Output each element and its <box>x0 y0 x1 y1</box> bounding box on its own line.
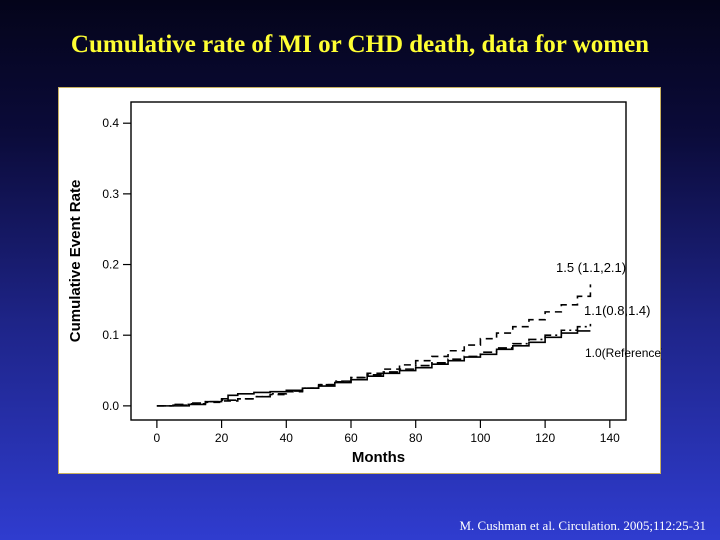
x-tick-label: 80 <box>409 431 423 445</box>
x-tick-label: 40 <box>280 431 294 445</box>
y-tick-label: 0.4 <box>102 116 119 130</box>
x-tick-label: 20 <box>215 431 229 445</box>
citation: M. Cushman et al. Circulation. 2005;112:… <box>459 518 707 533</box>
series-label-2: 1.1(0.8,1.4) <box>584 303 651 318</box>
y-tick-label: 0.2 <box>102 258 119 272</box>
km-chart: 0 20 40 60 80 100 120 140 0.0 0.1 0.2 0.3 0.4 Months C… <box>67 101 662 466</box>
chart-frame: 0 20 40 60 80 100 120 140 0.0 0.1 0.2 0.3 0.4 Months C… <box>58 87 662 474</box>
x-axis-label: Months <box>352 449 405 466</box>
x-tick-label: 140 <box>600 431 620 445</box>
x-tick-label: 60 <box>344 431 358 445</box>
series-label-1: 1.0(Reference) <box>585 346 662 360</box>
x-tick-label: 0 <box>154 431 161 445</box>
plot-box <box>130 101 627 421</box>
y-tick-label: 0.1 <box>102 328 119 342</box>
y-tick-label: 0.0 <box>102 399 119 413</box>
y-tick-label: 0.3 <box>102 187 119 201</box>
y-axis-label: Cumulative Event Rate <box>67 180 84 343</box>
slide-title: Cumulative rate of MI or CHD death, data… <box>70 31 650 58</box>
series-line-2 <box>156 323 592 407</box>
series-label-3: 1.5 (1.1,2.1) <box>556 260 626 275</box>
series-line-3 <box>156 284 592 407</box>
series-line-1 <box>156 330 591 407</box>
x-tick-label: 120 <box>535 431 555 445</box>
x-tick-label: 100 <box>470 431 490 445</box>
